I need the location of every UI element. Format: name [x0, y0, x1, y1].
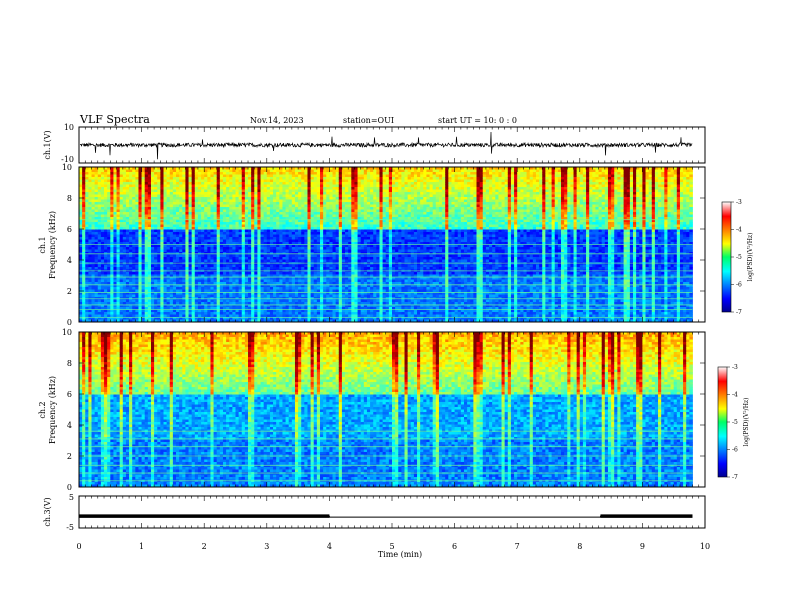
- vlf-figure: VLF Spectra Nov.14, 2023 station=OUI sta…: [0, 0, 792, 612]
- ch2-spec-ylabel-freq: Frequency (kHz): [48, 376, 57, 444]
- time-tick-label: 9: [640, 542, 645, 551]
- ch1-spec-ylabel-channel: ch.1: [38, 236, 47, 253]
- ch1-spec-ylabel-freq: Frequency (kHz): [48, 211, 57, 279]
- ch1-spectrogram-image: [79, 167, 693, 322]
- date-label: Nov.14, 2023: [250, 116, 304, 125]
- ch1-colorbar: -3 -4 -5 -6 -7 log(PSD)(V²/Hz): [722, 199, 754, 316]
- ch1-colorbar-tick: -3: [736, 199, 742, 206]
- ch2-freq-tick-label: 6: [67, 390, 72, 399]
- ch2-colorbar: -3 -4 -5 -6 -7 log(PSD)(V²/Hz): [718, 364, 750, 481]
- ch1-colorbar-tick: -4: [736, 227, 742, 234]
- ch1-freq-tick-label: 2: [67, 287, 72, 296]
- ch1-colorbar-label: log(PSD)(V²/Hz): [747, 233, 754, 282]
- ch1-colorbar-tick: -6: [736, 282, 742, 289]
- ch2-spectrogram-panel: 0 2 4 6 8 10 ch.2 Frequency (kHz) -3 -4 -5 -6 -7 …: [38, 328, 750, 492]
- ch2-colorbar-tick: -6: [732, 447, 738, 454]
- time-tick-label: 2: [202, 542, 207, 551]
- ch2-colorbar-tick: -5: [732, 419, 738, 426]
- ch1-ytick-top: 10: [64, 123, 74, 132]
- time-tick-label: 3: [264, 542, 269, 551]
- time-tick-label: 0: [76, 542, 81, 551]
- ch2-spectrogram-image: [79, 332, 693, 487]
- ch3-ytick-top: 5: [69, 493, 74, 502]
- ch1-spectrogram-panel: 0 2 4 6 8 10 ch.1 Frequency (kHz) -3 -4 -5 -6 -7 …: [38, 163, 754, 327]
- ch1-freq-tick-label: 10: [62, 163, 72, 172]
- ch2-colorbar-label: log(PSD)(V²/Hz): [743, 398, 750, 447]
- ch1-colorbar-tick: -5: [736, 254, 742, 261]
- ch1-ylabel: ch.1(V): [43, 130, 52, 159]
- time-tick-label: 10: [700, 542, 710, 551]
- start-time-label: start UT = 10: 0 : 0: [438, 116, 517, 125]
- time-axis-label: Time (min): [378, 550, 422, 559]
- ch1-freq-tick-label: 0: [67, 318, 72, 327]
- time-tick-label: 1: [139, 542, 144, 551]
- figure-title: VLF Spectra: [79, 113, 150, 126]
- ch2-freq-tick-label: 10: [62, 328, 72, 337]
- station-label: station=OUI: [343, 116, 394, 125]
- ch2-colorbar-tick: -7: [732, 474, 738, 481]
- ch3-panel: 5 -5 ch.3(V): [43, 493, 705, 532]
- ch1-freq-tick-label: 8: [67, 194, 72, 203]
- ch2-freq-tick-label: 8: [67, 359, 72, 368]
- ch2-freq-tick-label: 0: [67, 483, 72, 492]
- time-tick-label: 4: [327, 542, 332, 551]
- ch2-colorbar-tick: -4: [732, 392, 738, 399]
- time-tick-label: 7: [515, 542, 520, 551]
- ch1-colorbar-tick: -7: [736, 309, 742, 316]
- ch2-spec-ylabel-channel: ch.2: [38, 401, 47, 418]
- ch1-freq-tick-label: 6: [67, 225, 72, 234]
- ch2-colorbar-tick: -3: [732, 364, 738, 371]
- ch3-ylabel: ch.3(V): [43, 497, 52, 526]
- time-tick-label: 6: [452, 542, 457, 551]
- ch2-freq-tick-label: 4: [67, 421, 72, 430]
- ch1-freq-tick-label: 4: [67, 256, 72, 265]
- time-tick-label: 8: [577, 542, 582, 551]
- ch2-freq-tick-label: 2: [67, 452, 72, 461]
- ch3-ytick-bottom: -5: [66, 523, 74, 532]
- ch1-waveform-panel: 10 -10 ch.1(V): [43, 123, 705, 164]
